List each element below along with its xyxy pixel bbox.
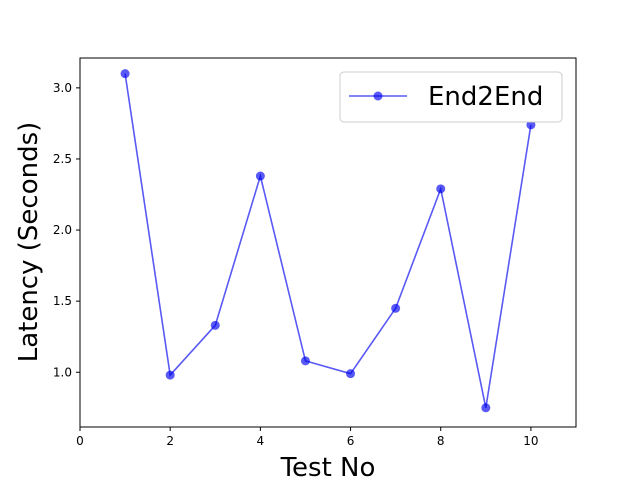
x-axis-ticks: 0 2 4 6 8 10	[76, 427, 539, 448]
legend-label: End2End	[428, 82, 543, 112]
y-tick-label: 2.0	[53, 223, 72, 237]
legend-box	[339, 71, 563, 123]
data-point	[120, 69, 130, 79]
data-point	[165, 370, 175, 380]
x-tick-label: 0	[76, 434, 84, 448]
series-points-end2end	[120, 69, 536, 413]
x-tick-label: 2	[166, 434, 174, 448]
data-point	[210, 320, 220, 330]
y-axis-ticks: 1.0 1.5 2.0 2.5 3.0	[53, 81, 80, 379]
data-point	[526, 120, 536, 130]
x-axis-label: Test No	[280, 453, 376, 480]
x-tick-label: 8	[437, 434, 445, 448]
data-point	[300, 356, 310, 366]
data-point	[391, 303, 401, 313]
x-tick-label: 4	[257, 434, 265, 448]
x-tick-label: 10	[523, 434, 538, 448]
data-point	[481, 403, 491, 413]
x-tick-label: 6	[347, 434, 355, 448]
y-tick-label: 1.5	[53, 294, 72, 308]
data-point	[255, 171, 265, 181]
y-tick-label: 3.0	[53, 81, 72, 95]
legend-marker	[373, 91, 383, 101]
y-axis-label: Latency (Seconds)	[14, 122, 44, 363]
series-line-end2end	[124, 73, 532, 408]
data-point	[346, 369, 356, 379]
legend: End2End	[339, 71, 563, 123]
y-tick-label: 1.0	[53, 365, 72, 379]
data-point	[436, 184, 446, 194]
y-tick-label: 2.5	[53, 152, 72, 166]
